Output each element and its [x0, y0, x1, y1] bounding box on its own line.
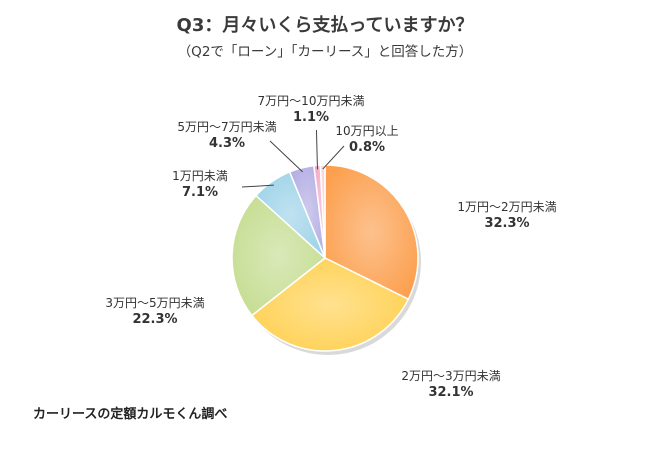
pie-slice-1: [324, 164, 419, 301]
slice-label-6: 7万円〜10万円未満 1.1%: [250, 93, 372, 126]
slice-category-label: 2万円〜3万円未満: [401, 369, 501, 383]
leader-line-6: [315, 129, 318, 170]
slice-value-label: 32.1%: [428, 385, 474, 400]
slice-value-label: 1.1%: [292, 110, 330, 125]
slice-label-5: 5万円〜7万円未満 4.3%: [168, 119, 286, 152]
chart-subtitle: （Q2で「ローン」「カーリース」と回答した方）: [177, 44, 473, 60]
slice-label-2: 2万円〜3万円未満 32.1%: [381, 368, 521, 401]
pie-slice-2: [250, 257, 410, 352]
slice-value-label: 22.3%: [132, 312, 178, 327]
slice-category-label: 3万円〜5万円未満: [105, 296, 205, 310]
pie-slice-7: [319, 164, 326, 259]
slice-category-label: 1万円未満: [172, 169, 228, 183]
slice-value-label: 4.3%: [208, 136, 246, 151]
slice-category-label: 1万円〜2万円未満: [457, 200, 557, 214]
slice-label-7: 10万円以上 0.8%: [322, 123, 412, 156]
slice-category-label: 7万円〜10万円未満: [257, 94, 365, 108]
leader-line-7: [322, 145, 345, 170]
slice-label-1: 1万円〜2万円未満 32.3%: [437, 199, 577, 232]
leader-line-5: [269, 140, 303, 173]
leader-line-4: [241, 184, 274, 188]
slice-value-label: 7.1%: [181, 185, 219, 200]
slice-value-label: 32.3%: [484, 216, 530, 231]
slice-label-4: 1万円未満 7.1%: [160, 168, 240, 201]
slice-category-label: 5万円〜7万円未満: [177, 120, 277, 134]
pie-slice-3: [231, 194, 327, 317]
source-note: カーリースの定額カルモくん調べ: [33, 407, 228, 422]
slice-category-label: 10万円以上: [335, 124, 399, 138]
chart-title: Q3：月々いくら支払っていますか？: [176, 15, 474, 36]
slice-value-label: 0.8%: [348, 140, 386, 155]
slice-label-3: 3万円〜5万円未満 22.3%: [90, 295, 220, 328]
